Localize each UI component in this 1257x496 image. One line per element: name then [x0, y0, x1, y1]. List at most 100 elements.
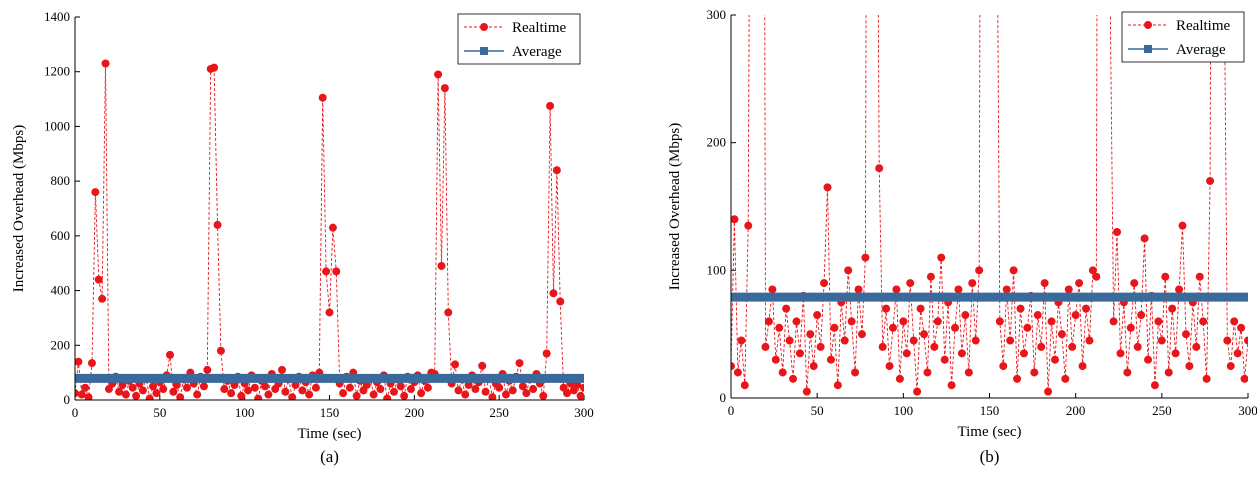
realtime-point	[423, 383, 432, 392]
realtime-point	[1150, 381, 1159, 390]
realtime-point	[328, 223, 337, 232]
realtime-point	[508, 386, 517, 395]
realtime-point	[913, 387, 922, 396]
realtime-point	[75, 357, 83, 366]
realtime-point	[488, 393, 497, 400]
realtime-point	[947, 381, 956, 390]
y-tick-label: 300	[707, 7, 727, 22]
realtime-point	[166, 350, 175, 359]
realtime-point	[882, 304, 891, 313]
realtime-point	[975, 266, 984, 275]
realtime-point	[98, 294, 107, 303]
realtime-point	[844, 266, 853, 275]
x-tick-label: 150	[980, 403, 1000, 418]
realtime-point	[1016, 304, 1025, 313]
realtime-point	[203, 365, 212, 374]
realtime-point	[926, 272, 935, 281]
panel: 0 50 100 150 200 250 300 0 200 400 600 800 1000 1200 1…	[11, 9, 594, 466]
x-tick-label: 0	[72, 405, 79, 420]
realtime-point	[1002, 285, 1011, 294]
realtime-point	[820, 279, 829, 288]
realtime-point	[1202, 374, 1211, 383]
realtime-point	[1126, 323, 1135, 332]
realtime-point	[298, 386, 307, 395]
realtime-point	[495, 383, 504, 392]
realtime-point	[802, 387, 811, 396]
realtime-point	[94, 275, 103, 284]
realtime-point	[471, 385, 480, 394]
realtime-point	[230, 380, 239, 389]
y-tick-label: 1000	[44, 118, 70, 133]
realtime-point	[437, 261, 446, 270]
realtime-point	[464, 380, 473, 389]
realtime-point	[1082, 304, 1091, 313]
realtime-point	[1057, 330, 1066, 339]
realtime-point	[1199, 317, 1208, 326]
x-tick-label: 50	[153, 405, 166, 420]
realtime-point	[1078, 362, 1087, 371]
y-tick-label: 200	[51, 337, 71, 352]
realtime-point	[325, 308, 334, 317]
realtime-point	[1019, 349, 1028, 358]
realtime-point	[902, 349, 911, 358]
realtime-point	[1192, 342, 1201, 351]
realtime-point	[1164, 368, 1173, 377]
realtime-point	[277, 365, 286, 374]
realtime-point	[1168, 304, 1177, 313]
realtime-point	[1237, 323, 1246, 332]
realtime-point	[1161, 272, 1170, 281]
realtime-point	[937, 253, 946, 262]
realtime-point	[352, 391, 361, 400]
realtime-point	[1175, 285, 1184, 294]
realtime-point	[396, 382, 405, 391]
x-tick-label: 50	[811, 403, 824, 418]
realtime-point	[1140, 234, 1149, 243]
realtime-point	[576, 391, 584, 400]
realtime-point	[740, 381, 749, 390]
realtime-point	[885, 362, 894, 371]
realtime-point	[451, 360, 460, 369]
realtime-point	[400, 391, 409, 400]
panel: 0 50 100 150 200 250 300 0 100 200 300 Time (sec) In…	[667, 7, 1257, 466]
realtime-point	[816, 342, 825, 351]
realtime-point	[1171, 349, 1180, 358]
realtime-point	[288, 393, 297, 400]
realtime-point	[220, 385, 229, 394]
y-tick-label: 600	[51, 228, 71, 243]
realtime-point	[305, 390, 314, 399]
legend-label: Realtime	[512, 20, 566, 36]
realtime-point	[81, 383, 90, 392]
realtime-point	[899, 317, 908, 326]
realtime-point	[1244, 336, 1248, 345]
realtime-point	[182, 383, 191, 392]
legend-marker	[1144, 21, 1152, 29]
realtime-point	[515, 359, 524, 368]
realtime-point	[552, 166, 561, 175]
realtime-point	[999, 362, 1008, 371]
realtime-point	[847, 317, 856, 326]
legend-label: Realtime	[1176, 18, 1230, 34]
realtime-point	[1226, 362, 1235, 371]
realtime-point	[115, 387, 124, 396]
realtime-point	[454, 386, 463, 395]
realtime-point	[923, 368, 932, 377]
realtime-point	[101, 59, 110, 68]
realtime-point	[1137, 311, 1146, 320]
x-tick-label: 200	[405, 405, 425, 420]
x-tick-label: 250	[1152, 403, 1172, 418]
x-tick-label: 300	[574, 405, 594, 420]
realtime-point	[444, 308, 453, 317]
realtime-point	[539, 391, 548, 400]
realtime-point	[1113, 228, 1122, 237]
realtime-point	[87, 359, 96, 368]
realtime-point	[909, 336, 918, 345]
realtime-point	[830, 323, 839, 332]
realtime-point	[833, 381, 842, 390]
realtime-point	[916, 304, 925, 313]
realtime-point	[461, 390, 470, 399]
realtime-point	[1233, 349, 1242, 358]
realtime-point	[954, 285, 963, 294]
realtime-point	[264, 390, 273, 399]
x-tick-label: 300	[1238, 403, 1257, 418]
realtime-point	[501, 390, 510, 399]
